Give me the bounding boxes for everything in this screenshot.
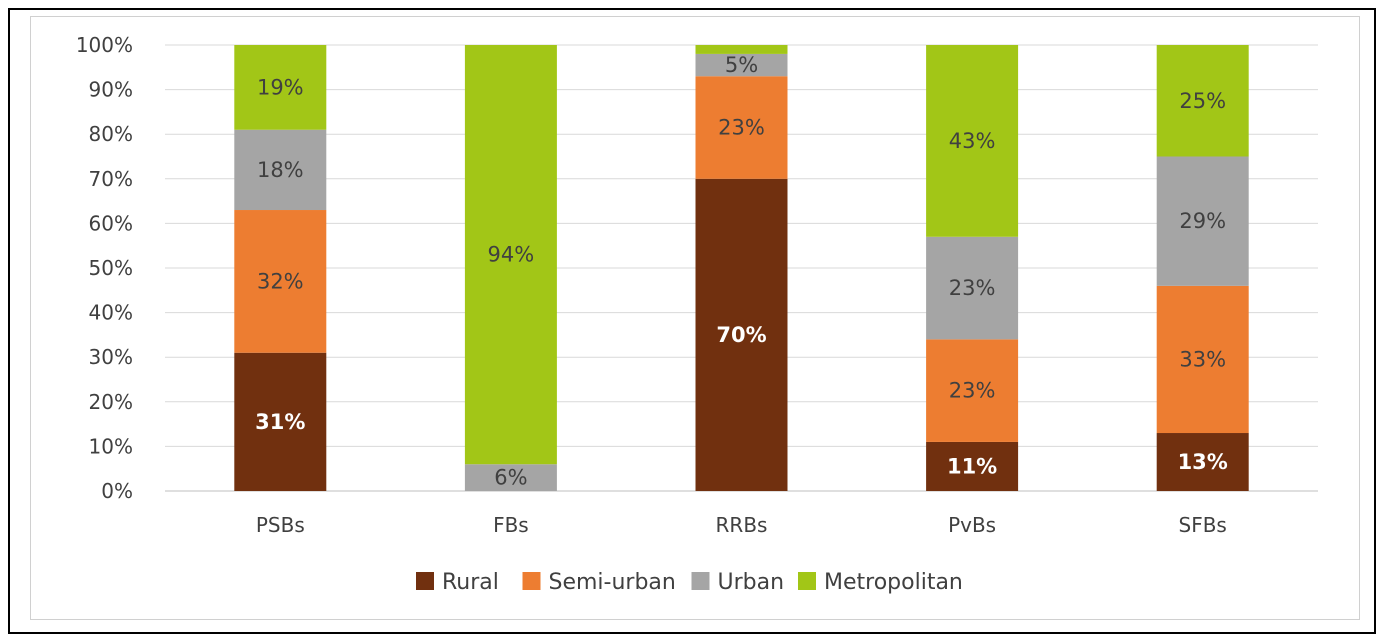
data-label: 23% <box>718 116 765 140</box>
data-label: 18% <box>257 158 304 182</box>
legend-label-rural: Rural <box>442 570 499 595</box>
data-label: 6% <box>494 466 527 490</box>
y-tick-label: 60% <box>89 211 133 235</box>
y-tick-label: 10% <box>89 434 133 458</box>
bar-segment-metropolitan-sfbs <box>1156 45 1249 157</box>
data-label: 43% <box>949 129 996 153</box>
chart-outer-frame <box>8 8 1376 634</box>
data-label: 11% <box>947 454 997 478</box>
bar-segment-rural-sfbs <box>1156 433 1249 491</box>
bar-segment-rural-pvbs <box>926 441 1019 491</box>
y-tick-label: 70% <box>89 167 133 191</box>
bar-segment-urban-pvbs <box>926 236 1019 340</box>
data-label: 19% <box>257 75 304 99</box>
data-label: 25% <box>1179 89 1226 113</box>
bar-segment-rural-rrbs <box>695 178 788 492</box>
category-label: PvBs <box>948 513 996 537</box>
y-axis-tick-labels: 0% 10% 20% 30% 40% 50% 60% 70% 80% 90% 100% <box>76 33 133 503</box>
y-tick-label: 40% <box>89 301 133 325</box>
data-label: 70% <box>716 323 766 347</box>
data-label: 32% <box>257 269 304 293</box>
legend: Rural Semi-urban Urban Metropolitan <box>416 570 963 595</box>
bar-segment-semi-urban-psbs <box>234 210 327 353</box>
category-label: SFBs <box>1179 513 1227 537</box>
legend-label-metropolitan: Metropolitan <box>824 570 963 595</box>
data-label: 33% <box>1179 347 1226 371</box>
y-tick-label: 90% <box>89 78 133 102</box>
y-tick-label: 50% <box>89 256 133 280</box>
legend-label-urban: Urban <box>718 570 785 595</box>
bar-segment-urban-rrbs <box>695 53 788 77</box>
bar-segment-metropolitan-psbs <box>234 45 327 130</box>
data-label: 5% <box>725 53 758 77</box>
data-label: 29% <box>1179 209 1226 233</box>
data-label: 23% <box>949 379 996 403</box>
legend-swatch-semi-urban <box>522 572 541 590</box>
bar-segment-semi-urban-pvbs <box>926 339 1019 442</box>
chart-inner-frame <box>30 16 1360 620</box>
bar-segment-urban-sfbs <box>1156 156 1249 286</box>
data-labels: 31% 32% 18% 19% 6% 94% 70% 23% 5% 11% 23% 23% 43% 13%… <box>255 53 1228 490</box>
bar-segment-urban-psbs <box>234 129 327 211</box>
legend-swatch-rural <box>416 572 434 590</box>
category-label: FBs <box>493 513 529 537</box>
bar-segment-rural-psbs <box>234 352 327 491</box>
legend-swatch-urban <box>691 572 710 590</box>
bar-segment-metropolitan-fbs <box>464 45 557 465</box>
y-tick-label: 30% <box>89 345 133 369</box>
legend-label-semi-urban: Semi-urban <box>549 570 676 595</box>
bar-segment-metropolitan-rrbs <box>695 45 788 54</box>
bar-segment-metropolitan-pvbs <box>926 45 1019 237</box>
y-tick-label: 80% <box>89 122 133 146</box>
bar-segment-urban-fbs <box>464 464 557 491</box>
data-label: 23% <box>949 276 996 300</box>
data-label: 94% <box>488 243 535 267</box>
bars <box>234 45 1249 492</box>
category-label: PSBs <box>256 513 305 537</box>
bar-segment-semi-urban-rrbs <box>695 76 788 179</box>
data-label: 13% <box>1178 450 1228 474</box>
x-axis-category-labels: PSBs FBs RRBs PvBs SFBs <box>256 513 1227 537</box>
category-label: RRBs <box>716 513 768 537</box>
data-label: 31% <box>255 410 305 434</box>
y-tick-label: 0% <box>101 479 133 503</box>
legend-swatch-metropolitan <box>798 572 816 590</box>
bar-segment-semi-urban-sfbs <box>1156 285 1249 434</box>
y-tick-label: 100% <box>76 33 133 57</box>
y-tick-label: 20% <box>89 390 133 414</box>
